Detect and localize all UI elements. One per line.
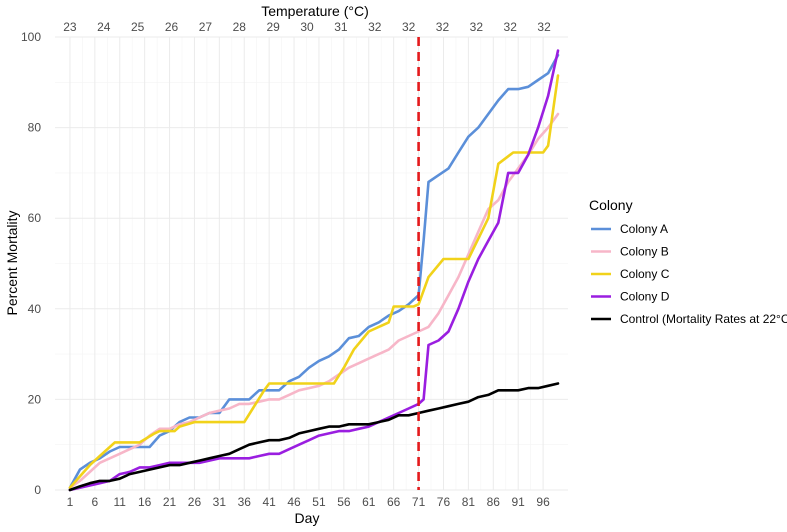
x-tick-label: 26 (188, 495, 202, 509)
x-tick-label: 66 (387, 495, 401, 509)
x-tick-label: 71 (412, 495, 426, 509)
temperature-tick-label: 32 (537, 20, 551, 34)
y-tick-label: 40 (28, 302, 42, 316)
temperature-tick-label: 30 (300, 20, 314, 34)
legend-label: Control (Mortality Rates at 22°C) (620, 312, 787, 326)
legend-label: Colony B (620, 245, 669, 259)
x-tick-label: 6 (92, 495, 99, 509)
x-tick-label: 31 (213, 495, 227, 509)
temperature-axis-title: Temperature (°C) (261, 3, 369, 19)
temperature-tick-label: 32 (504, 20, 518, 34)
y-tick-label: 0 (34, 483, 41, 497)
x-tick-label: 86 (487, 495, 501, 509)
temperature-tick-label: 23 (63, 20, 77, 34)
x-axis-title: Day (295, 510, 320, 526)
y-tick-label: 100 (21, 30, 41, 44)
y-axis: 0 20 40 60 80 100 (21, 30, 41, 497)
y-tick-label: 20 (28, 392, 42, 406)
temperature-tick-label: 29 (266, 20, 280, 34)
x-tick-label: 51 (312, 495, 326, 509)
y-tick-label: 60 (28, 211, 42, 225)
temperature-tick-label: 27 (199, 20, 213, 34)
series-line-colony-a (68, 53, 560, 490)
x-tick-label: 1 (67, 495, 74, 509)
x-tick-label: 21 (163, 495, 177, 509)
x-tick-label: 56 (337, 495, 351, 509)
temperature-tick-label: 28 (233, 20, 247, 34)
x-tick-label: 36 (238, 495, 252, 509)
x-tick-label: 76 (437, 495, 451, 509)
temperature-tick-label: 32 (368, 20, 382, 34)
y-tick-label: 80 (28, 121, 42, 135)
legend-title: Colony (589, 197, 633, 213)
series-line-colony-b (68, 112, 560, 490)
series-lines (68, 49, 560, 492)
temperature-tick-label: 32 (470, 20, 484, 34)
series-line-colony-c (68, 74, 560, 490)
series-line-colony-d (68, 49, 560, 492)
y-axis-title: Percent Mortality (4, 210, 20, 315)
gridlines (55, 36, 568, 491)
legend-label: Colony C (620, 267, 670, 281)
x-tick-label: 41 (262, 495, 276, 509)
x-tick-label: 11 (114, 495, 127, 509)
x-tick-label: 91 (512, 495, 526, 509)
temperature-tick-label: 31 (334, 20, 348, 34)
x-tick-label: 81 (462, 495, 476, 509)
temperature-tick-label: 26 (165, 20, 179, 34)
temperature-axis: 23 24 25 26 27 28 29 30 31 32 32 32 32 32 32 (63, 20, 551, 34)
temperature-tick-label: 25 (131, 20, 145, 34)
temperature-tick-label: 32 (436, 20, 450, 34)
x-tick-label: 61 (362, 495, 376, 509)
temperature-tick-label: 24 (97, 20, 111, 34)
legend-label: Colony D (620, 290, 670, 304)
temperature-tick-label: 32 (402, 20, 416, 34)
x-tick-label: 46 (287, 495, 301, 509)
x-tick-label: 16 (138, 495, 152, 509)
legend: Colony Colony A Colony B Colony C Colony D C… (589, 197, 787, 326)
x-tick-label: 96 (536, 495, 550, 509)
legend-label: Colony A (620, 222, 668, 236)
series-line-control-mortality-rates-at-22-c (68, 382, 560, 492)
x-axis: 1 6 11 16 21 26 31 36 41 46 51 56 61 66 71 76 81 86 91 96 (67, 495, 550, 509)
